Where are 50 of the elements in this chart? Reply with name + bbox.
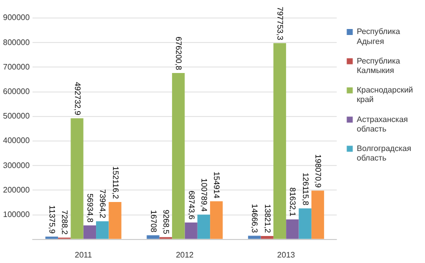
x-tick-label: 2011: [74, 250, 93, 260]
bar: [210, 201, 223, 239]
data-label: 73964,2: [98, 189, 108, 219]
data-label: 676200,8: [174, 36, 184, 71]
bar: [311, 190, 324, 239]
data-label: 68743,6: [186, 190, 196, 220]
legend-label: Астраханская область: [356, 114, 408, 134]
data-label: 198070,9: [314, 154, 323, 188]
y-tick-label: 100000: [2, 210, 30, 220]
data-label: 16708: [148, 210, 158, 233]
data-label: 126115,8: [300, 172, 310, 206]
legend-label: Волгоградская область: [356, 144, 412, 163]
y-tick-label: 200000: [2, 185, 30, 194]
y-tick-label: 700000: [2, 62, 30, 72]
y-tick-label: 500000: [2, 112, 30, 121]
bar: [286, 219, 299, 239]
legend-label: Республика Адыгея: [356, 27, 401, 46]
legend-label: Краснодарский край: [356, 86, 414, 104]
data-label: 56934,8: [86, 193, 94, 223]
bar: [184, 222, 198, 239]
bar: [172, 73, 185, 239]
x-tick-label: 2012: [176, 250, 194, 260]
bar: [248, 236, 261, 239]
data-label: 13821,2: [262, 204, 272, 234]
y-tick-label: 900000: [2, 13, 30, 22]
legend-label: Республика Калмыкия: [356, 56, 401, 76]
y-tick-label: 600000: [2, 87, 30, 96]
data-label: 100789,4: [200, 178, 209, 212]
data-label: 11375,9: [47, 205, 56, 234]
y-tick-label: 800000: [2, 38, 30, 47]
data-label: 9268,5: [162, 210, 171, 235]
bar: [146, 235, 160, 239]
bar: [298, 208, 312, 239]
data-label: 797753,3: [276, 6, 285, 41]
data-label: 154914: [212, 172, 222, 199]
data-label: 7288,2: [60, 210, 70, 236]
data-label: 492732,9: [72, 82, 82, 116]
bar: [96, 221, 109, 239]
x-tick-label: 2013: [277, 250, 296, 260]
bar: [70, 118, 84, 239]
data-label: 14666,3: [250, 204, 260, 234]
bar: [83, 225, 96, 239]
y-tick-label: 400000: [2, 136, 30, 146]
y-tick-label: 300000: [2, 160, 30, 170]
bar: [108, 202, 122, 239]
bar: [197, 214, 210, 239]
bar: [273, 43, 286, 239]
data-label: 81632,1: [288, 187, 298, 217]
bar: [260, 236, 274, 239]
data-label: 152116,2: [110, 166, 120, 200]
